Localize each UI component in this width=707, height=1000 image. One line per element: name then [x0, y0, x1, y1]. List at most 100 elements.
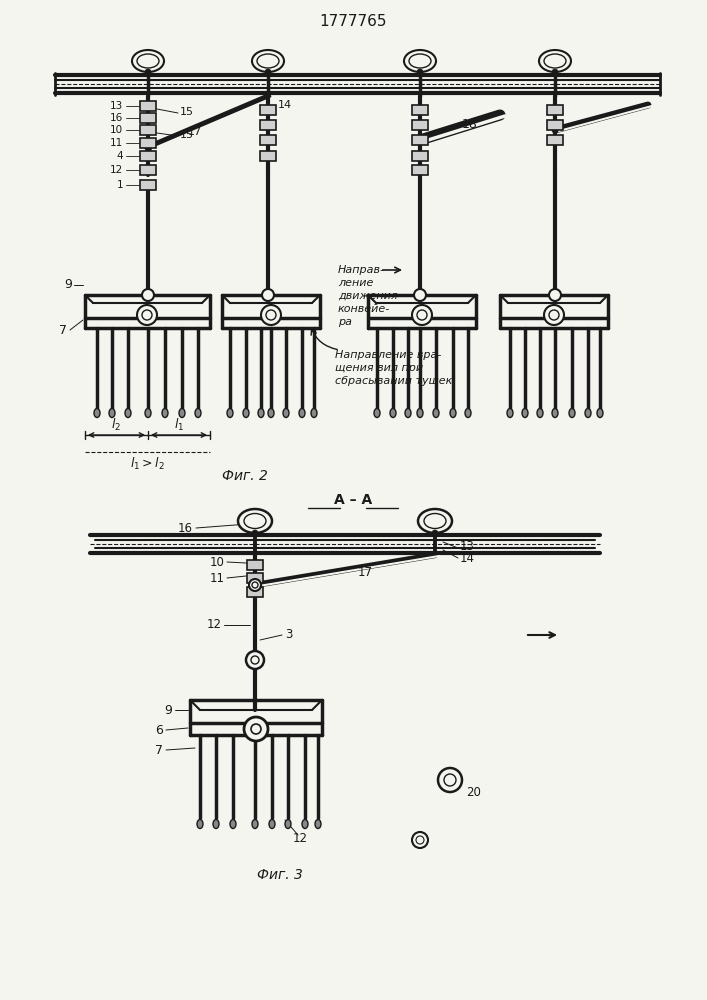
- Bar: [140, 101, 156, 111]
- Text: 17: 17: [358, 566, 373, 578]
- Bar: [140, 125, 156, 135]
- Bar: [260, 105, 276, 115]
- Ellipse shape: [238, 509, 272, 533]
- Ellipse shape: [94, 408, 100, 418]
- Circle shape: [142, 289, 154, 301]
- Ellipse shape: [195, 408, 201, 418]
- Ellipse shape: [424, 514, 446, 528]
- Text: 11: 11: [110, 138, 123, 148]
- Circle shape: [145, 69, 151, 75]
- Text: 1777765: 1777765: [320, 14, 387, 29]
- Text: 10: 10: [110, 125, 123, 135]
- Ellipse shape: [433, 408, 439, 418]
- Text: 3: 3: [285, 629, 293, 642]
- Text: Фиг. 2: Фиг. 2: [222, 469, 268, 483]
- Bar: [140, 180, 156, 190]
- Text: $l_1 > l_2$: $l_1 > l_2$: [129, 456, 165, 472]
- Text: конвейе-: конвейе-: [338, 304, 390, 314]
- Bar: [412, 165, 428, 175]
- Text: $l_2$: $l_2$: [111, 417, 121, 433]
- Text: Фиг. 3: Фиг. 3: [257, 868, 303, 882]
- Ellipse shape: [179, 408, 185, 418]
- Circle shape: [244, 717, 268, 741]
- Text: 7: 7: [59, 324, 67, 336]
- Ellipse shape: [252, 50, 284, 72]
- Ellipse shape: [544, 54, 566, 68]
- Ellipse shape: [269, 820, 275, 828]
- Circle shape: [544, 305, 564, 325]
- Text: 4: 4: [117, 151, 123, 161]
- Ellipse shape: [539, 50, 571, 72]
- Circle shape: [246, 651, 264, 669]
- Ellipse shape: [137, 54, 159, 68]
- Bar: [547, 105, 563, 115]
- Bar: [260, 135, 276, 145]
- Ellipse shape: [132, 50, 164, 72]
- Bar: [140, 165, 156, 175]
- Ellipse shape: [258, 408, 264, 418]
- Ellipse shape: [390, 408, 396, 418]
- Ellipse shape: [507, 408, 513, 418]
- Text: сбрасывании тушек: сбрасывании тушек: [335, 376, 452, 386]
- Ellipse shape: [243, 408, 249, 418]
- Circle shape: [262, 289, 274, 301]
- Text: 7: 7: [155, 744, 163, 756]
- Ellipse shape: [109, 408, 115, 418]
- Bar: [260, 120, 276, 130]
- Ellipse shape: [213, 820, 219, 828]
- Ellipse shape: [299, 408, 305, 418]
- Circle shape: [137, 305, 157, 325]
- Bar: [412, 120, 428, 130]
- Text: 17: 17: [188, 127, 202, 137]
- Ellipse shape: [409, 54, 431, 68]
- Ellipse shape: [522, 408, 528, 418]
- Circle shape: [417, 69, 423, 75]
- Ellipse shape: [537, 408, 543, 418]
- Ellipse shape: [227, 408, 233, 418]
- Ellipse shape: [585, 408, 591, 418]
- Text: движения: движения: [338, 291, 397, 301]
- Circle shape: [432, 530, 438, 536]
- Text: 16: 16: [177, 522, 192, 534]
- Text: ление: ление: [338, 278, 373, 288]
- Ellipse shape: [197, 820, 203, 828]
- Ellipse shape: [569, 408, 575, 418]
- Bar: [412, 105, 428, 115]
- Ellipse shape: [285, 820, 291, 828]
- Circle shape: [412, 305, 432, 325]
- Text: 11: 11: [210, 572, 225, 584]
- Bar: [140, 138, 156, 148]
- Text: 6: 6: [155, 724, 163, 736]
- Bar: [547, 135, 563, 145]
- Text: A – A: A – A: [334, 493, 372, 507]
- Ellipse shape: [597, 408, 603, 418]
- Circle shape: [265, 69, 271, 75]
- Text: ра: ра: [338, 317, 352, 327]
- Text: 12: 12: [293, 832, 308, 844]
- Text: 1: 1: [117, 180, 123, 190]
- Bar: [247, 573, 263, 583]
- Circle shape: [412, 832, 428, 848]
- Ellipse shape: [302, 820, 308, 828]
- Circle shape: [249, 579, 261, 591]
- Text: 12: 12: [207, 618, 222, 632]
- Text: 16: 16: [110, 113, 123, 123]
- Text: 15: 15: [180, 130, 194, 140]
- Bar: [140, 151, 156, 161]
- Text: 9: 9: [164, 704, 172, 716]
- Text: 9: 9: [64, 278, 72, 292]
- Ellipse shape: [145, 408, 151, 418]
- Bar: [140, 113, 156, 123]
- Ellipse shape: [405, 408, 411, 418]
- Text: $l_1$: $l_1$: [174, 417, 184, 433]
- Text: 20: 20: [466, 786, 481, 800]
- Ellipse shape: [230, 820, 236, 828]
- Bar: [247, 560, 263, 570]
- Ellipse shape: [125, 408, 131, 418]
- Ellipse shape: [418, 509, 452, 533]
- Ellipse shape: [257, 54, 279, 68]
- Ellipse shape: [268, 408, 274, 418]
- Text: Направление вра-: Направление вра-: [335, 350, 441, 360]
- Circle shape: [252, 530, 258, 536]
- Text: 12: 12: [110, 165, 123, 175]
